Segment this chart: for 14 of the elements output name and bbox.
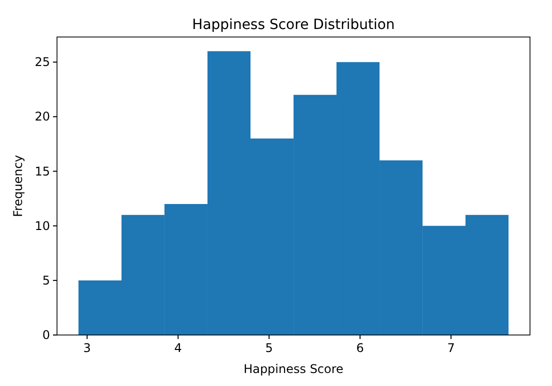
y-tick-label: 15 [34,164,50,178]
y-tick-label: 20 [34,110,50,124]
x-axis-title: Happiness Score [244,362,344,376]
x-tick-label: 5 [265,341,273,355]
x-tick-label: 6 [356,341,364,355]
x-tick-label: 4 [174,341,182,355]
x-tick-label: 7 [447,341,455,355]
y-tick-label: 25 [34,55,50,70]
y-tick-label: 10 [34,218,50,233]
y-axis-title: Frequency [11,155,25,217]
x-tick-label: 3 [83,341,91,355]
chart-title: Happiness Score Distribution [192,17,395,33]
y-tick-label: 5 [42,273,50,288]
y-tick-label: 0 [42,328,50,342]
